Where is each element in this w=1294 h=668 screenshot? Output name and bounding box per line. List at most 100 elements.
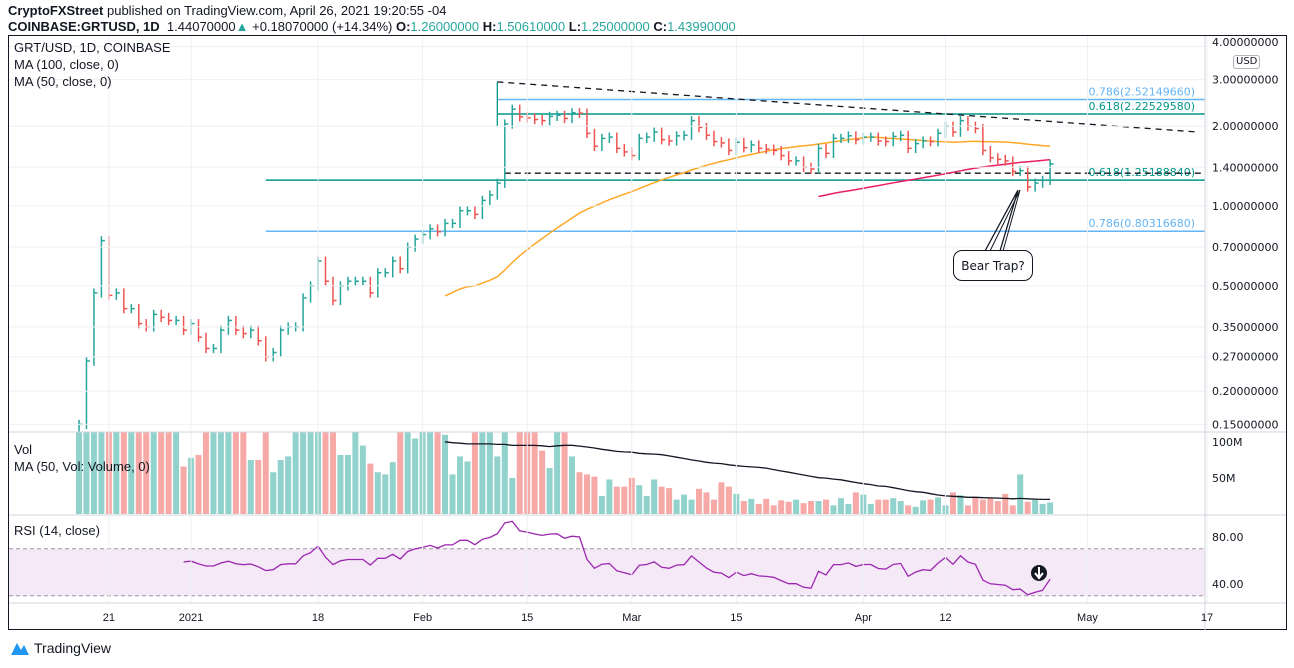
volume-bar	[255, 460, 262, 514]
price-axis-label: 2.00000000	[1212, 120, 1278, 133]
volume-axis-label: 100M	[1212, 436, 1243, 449]
volume-bar	[404, 432, 411, 514]
volume-bar	[202, 432, 209, 514]
volume-bar	[658, 486, 665, 514]
rsi-line	[183, 520, 1051, 596]
low-label: L:	[568, 19, 582, 34]
volume-bar	[531, 432, 538, 514]
volume-bar	[673, 499, 680, 514]
volume-bar	[1047, 502, 1054, 514]
volume-bar	[486, 432, 493, 514]
volume-bar	[195, 454, 202, 514]
legend-ma50[interactable]: MA (50, close, 0)	[14, 74, 112, 89]
volume-bar	[569, 456, 576, 514]
volume-bar	[613, 486, 620, 514]
volume-bar	[845, 503, 852, 514]
volume-bar	[823, 499, 829, 514]
ma100-line	[818, 158, 1051, 198]
volume-bar	[225, 432, 232, 514]
volume-bar	[1009, 505, 1016, 514]
time-axis-label: Mar	[622, 612, 641, 624]
volume-bar	[292, 432, 299, 514]
volume-bar	[905, 505, 912, 514]
descending-trendline	[497, 81, 1200, 133]
volume-bar	[800, 503, 807, 514]
volume-bar	[808, 501, 815, 514]
volume-bar	[240, 432, 247, 514]
volume-bar	[598, 496, 605, 514]
volume-bar	[389, 462, 396, 514]
rsi-axis-label: 80.00	[1212, 531, 1244, 544]
volume-bar	[748, 498, 755, 514]
volume-bar	[994, 501, 1001, 514]
volume-bar	[1039, 503, 1046, 514]
rsi-band	[9, 548, 1205, 596]
time-axis-label: 18	[312, 612, 324, 624]
volume-bar	[456, 456, 463, 514]
fib-label: 0.786(2.52149660)	[1088, 86, 1195, 99]
time-axis-label: 15	[730, 612, 742, 624]
volume-bar	[546, 467, 553, 514]
volume-bar	[479, 432, 486, 514]
publish-info: CryptoFXStreet published on TradingView.…	[8, 3, 446, 19]
volume-bar	[494, 456, 501, 514]
volume-bar	[397, 432, 404, 514]
volume-bar	[837, 498, 844, 514]
volume-bar	[516, 432, 523, 514]
volume-bar	[725, 486, 732, 514]
fib-label: 0.618(1.25188840)	[1088, 166, 1195, 179]
price-axis-label: 1.00000000	[1212, 200, 1278, 213]
volume-bar	[285, 456, 292, 514]
time-axis-label: 12	[939, 612, 951, 624]
open-label: O:	[395, 19, 411, 34]
volume-bar	[740, 501, 747, 514]
volume-bar	[173, 432, 180, 514]
volume-bar	[128, 432, 135, 514]
volume-bar	[83, 432, 90, 514]
volume-bar	[606, 479, 613, 514]
volume-bar	[1017, 474, 1024, 514]
callout-pointer-edge	[989, 189, 1021, 252]
volume-bar	[576, 472, 583, 514]
legend-ma100[interactable]: MA (100, close, 0)	[14, 57, 119, 72]
volume-bar	[449, 474, 456, 514]
volume-bar	[98, 432, 105, 514]
volume-bar	[830, 505, 837, 514]
price-axis-label: 0.50000000	[1212, 280, 1278, 293]
volume-bar	[90, 432, 97, 514]
volume-bar	[920, 500, 927, 514]
volume-bar	[770, 505, 777, 514]
price-axis-label: 0.27000000	[1212, 351, 1278, 364]
legend-volume[interactable]: Vol	[14, 442, 33, 457]
footer-logo[interactable]: TradingView	[10, 640, 111, 656]
volume-bar	[509, 478, 516, 514]
footer-brand: TradingView	[34, 640, 112, 656]
volume-bar	[651, 479, 658, 514]
fib-label: 0.786(0.80316680)	[1088, 217, 1195, 230]
volume-bar	[949, 492, 956, 514]
volume-bar	[382, 474, 389, 514]
volume-bar	[875, 499, 882, 514]
volume-bar	[113, 432, 120, 514]
volume-bar	[300, 432, 307, 514]
legend-title: GRT/USD, 1D, COINBASE	[14, 40, 171, 55]
volume-bar	[337, 454, 344, 514]
volume-bar	[1002, 493, 1009, 514]
open-value: 1.26000000	[410, 19, 480, 34]
last-price: 1.44070000	[166, 19, 236, 34]
volume-bar	[270, 472, 277, 514]
volume-bar	[352, 432, 359, 514]
volume-bar	[554, 432, 561, 514]
volume-bar	[890, 498, 897, 514]
callout-pointer	[984, 189, 1019, 252]
legend-volume-ma[interactable]: MA (50, Vol: Volume, 0)	[14, 459, 150, 474]
time-axis-label: May	[1077, 612, 1098, 624]
volume-bar	[935, 497, 942, 514]
volume-bar	[232, 432, 239, 514]
price-axis-label: 4.00000000	[1212, 36, 1278, 49]
legend-rsi[interactable]: RSI (14, close)	[14, 523, 100, 538]
volume-bar	[501, 432, 508, 514]
publisher-name[interactable]: CryptoFXStreet	[8, 3, 104, 18]
volume-bar	[307, 432, 314, 514]
